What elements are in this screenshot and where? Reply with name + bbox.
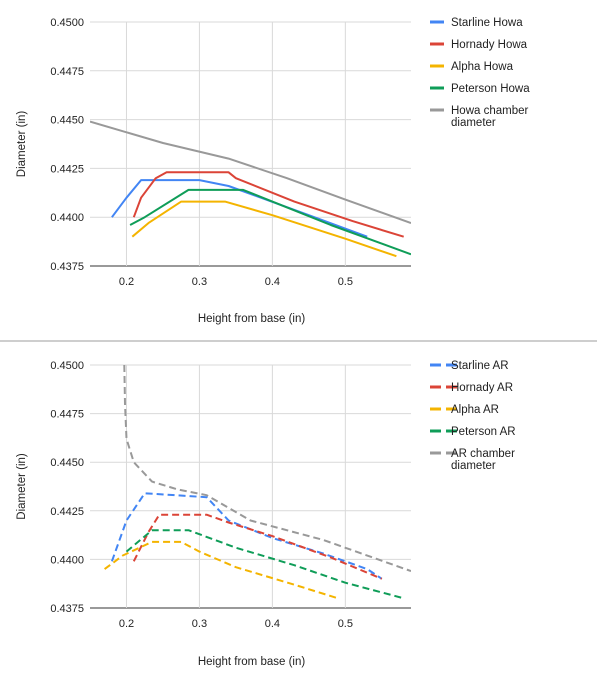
y-tick-label: 0.4500 (50, 17, 84, 29)
y-tick-label: 0.4400 (50, 554, 84, 566)
y-tick-label: 0.4450 (50, 115, 84, 127)
series-line-2 (132, 513, 383, 580)
gridlines (90, 364, 411, 609)
series-line-3 (104, 540, 339, 600)
x-tick-label: 0.2 (119, 276, 134, 288)
series-line-5 (123, 364, 411, 573)
series-line-1 (110, 492, 383, 580)
legend-item: Alpha Howa (430, 61, 514, 73)
y-tick-label: 0.4425 (50, 163, 84, 175)
legend-label: Starline Howa (451, 17, 523, 29)
legend-item: Starline AR (430, 360, 509, 372)
series-line-3 (131, 200, 397, 258)
series-line-2 (132, 171, 404, 238)
y-tick-label: 0.4475 (50, 66, 84, 78)
y-axis-title: Diameter (in) (16, 453, 28, 520)
legend-label: AR chamber diameter (451, 448, 515, 472)
legend-item: Peterson AR (430, 426, 516, 438)
legend-label: Peterson Howa (451, 83, 530, 95)
series-line-4 (129, 188, 411, 256)
x-axis-title: Height from base (in) (198, 656, 306, 668)
x-tick-label: 0.4 (265, 618, 280, 630)
legend-label: Alpha Howa (451, 61, 514, 73)
series-lines (104, 364, 411, 600)
legend-item: Peterson Howa (430, 83, 530, 95)
series-line-5 (90, 120, 411, 225)
y-tick-label: 0.4475 (50, 409, 84, 421)
x-tick-label: 0.3 (192, 276, 207, 288)
legend: Starline AR Hornady AR Alpha AR Peterson AR… (430, 360, 516, 472)
legend-label: Hornady AR (451, 382, 513, 394)
legend-item: Howa chamber diameter (430, 105, 529, 129)
x-tick-label: 0.5 (338, 276, 353, 288)
legend-item: Hornady AR (430, 382, 513, 394)
legend-label: Starline AR (451, 360, 509, 372)
legend-label: Howa chamber diameter (451, 105, 529, 129)
x-tick-label: 0.4 (265, 276, 280, 288)
series-lines (90, 120, 411, 258)
chart-panel-2: 0.4375 0.4400 0.4425 0.4450 0.4475 0.4500 0.2 0… (16, 360, 516, 668)
legend: Starline Howa Hornady Howa Alpha Howa Peter… (430, 17, 530, 129)
gridlines (90, 21, 411, 267)
x-axis-title: Height from base (in) (198, 313, 306, 325)
legend-label: Hornady Howa (451, 39, 528, 51)
legend-item: Starline Howa (430, 17, 523, 29)
series-line-4 (125, 529, 404, 600)
y-tick-label: 0.4500 (50, 360, 84, 372)
y-tick-label: 0.4425 (50, 506, 84, 518)
x-tick-label: 0.5 (338, 618, 353, 630)
x-tick-label: 0.3 (192, 618, 207, 630)
legend-label: Peterson AR (451, 426, 516, 438)
legend-item: Alpha AR (430, 404, 499, 416)
chart-panel-1: 0.4375 0.4400 0.4425 0.4450 0.4475 0.4500 0.2 0… (16, 17, 530, 325)
series-line-1 (111, 179, 368, 238)
y-axis-title: Diameter (in) (16, 111, 28, 178)
y-tick-label: 0.4450 (50, 457, 84, 469)
legend-label: Alpha AR (451, 404, 499, 416)
legend-item: Hornady Howa (430, 39, 528, 51)
y-tick-label: 0.4400 (50, 212, 84, 224)
y-tick-label: 0.4375 (50, 261, 84, 273)
legend-item: AR chamber diameter (430, 448, 515, 472)
y-tick-label: 0.4375 (50, 603, 84, 615)
x-tick-label: 0.2 (119, 618, 134, 630)
